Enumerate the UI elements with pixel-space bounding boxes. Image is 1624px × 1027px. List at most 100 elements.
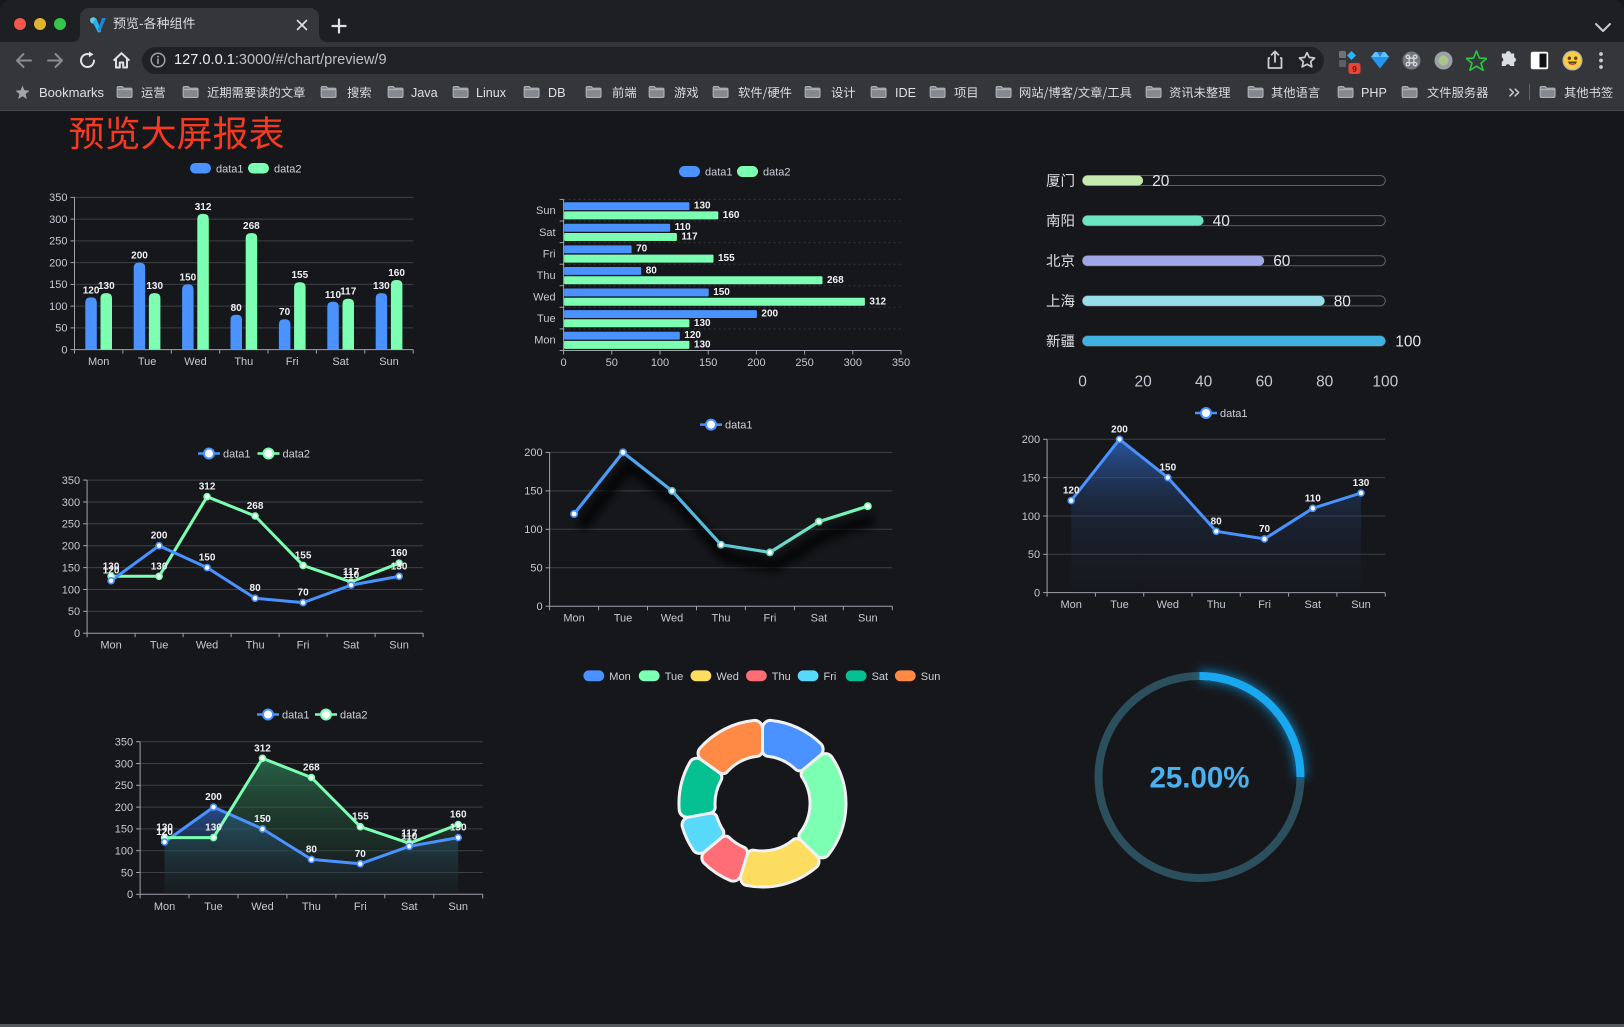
svg-text:100: 100	[62, 584, 80, 596]
svg-text:160: 160	[391, 548, 408, 559]
svg-text:100: 100	[1372, 374, 1398, 391]
svg-text:150: 150	[199, 553, 216, 564]
svg-text:130: 130	[156, 823, 173, 834]
svg-text:80: 80	[1316, 374, 1334, 391]
svg-text:Fri: Fri	[297, 640, 310, 652]
svg-text:200: 200	[1111, 424, 1128, 435]
svg-text:data1: data1	[725, 420, 753, 432]
svg-text:50: 50	[530, 563, 542, 575]
svg-text:Sat: Sat	[539, 227, 556, 239]
svg-text:100: 100	[49, 301, 67, 313]
svg-text:25.00%: 25.00%	[1149, 762, 1249, 795]
svg-text:Tue: Tue	[138, 356, 157, 368]
svg-text:Sat: Sat	[401, 901, 418, 913]
svg-text:200: 200	[131, 251, 148, 262]
svg-text:60: 60	[1256, 374, 1274, 391]
svg-text:Tue: Tue	[614, 613, 633, 625]
svg-text:150: 150	[62, 562, 80, 574]
svg-text:160: 160	[723, 210, 740, 221]
svg-text:Thu: Thu	[772, 671, 791, 683]
svg-text:Tue: Tue	[537, 313, 556, 325]
svg-text:80: 80	[1211, 516, 1223, 527]
svg-text:data1: data1	[1220, 408, 1248, 420]
svg-text:Wed: Wed	[196, 640, 218, 652]
svg-text:150: 150	[1022, 472, 1040, 484]
svg-text:Tue: Tue	[1110, 599, 1129, 611]
svg-text:Fri: Fri	[354, 901, 367, 913]
svg-text:100: 100	[1022, 511, 1040, 523]
svg-text:Sat: Sat	[343, 640, 360, 652]
svg-text:0: 0	[127, 889, 133, 901]
svg-text:120: 120	[684, 330, 701, 341]
svg-text:data2: data2	[283, 449, 311, 461]
svg-text:200: 200	[151, 531, 168, 542]
svg-text:Fri: Fri	[763, 613, 776, 625]
svg-text:250: 250	[795, 357, 813, 369]
svg-text:0: 0	[561, 357, 567, 369]
svg-text:268: 268	[827, 275, 844, 286]
svg-text:120: 120	[83, 285, 100, 296]
svg-text:160: 160	[388, 268, 405, 279]
svg-text:Wed: Wed	[184, 356, 206, 368]
svg-text:70: 70	[279, 307, 291, 318]
svg-text:70: 70	[636, 244, 648, 255]
svg-text:70: 70	[298, 588, 310, 599]
svg-text:117: 117	[343, 567, 360, 578]
svg-text:Mon: Mon	[563, 613, 584, 625]
svg-text:Wed: Wed	[1157, 599, 1179, 611]
svg-text:Mon: Mon	[154, 901, 175, 913]
svg-text:150: 150	[713, 287, 730, 298]
svg-text:120: 120	[1063, 486, 1080, 497]
svg-text:50: 50	[121, 867, 133, 879]
svg-text:Thu: Thu	[1207, 599, 1226, 611]
svg-text:130: 130	[694, 201, 711, 212]
svg-text:130: 130	[1353, 478, 1370, 489]
svg-text:Sat: Sat	[1305, 599, 1322, 611]
svg-text:Thu: Thu	[712, 613, 731, 625]
svg-text:Fri: Fri	[286, 356, 299, 368]
svg-text:0: 0	[74, 628, 80, 640]
svg-text:40: 40	[1213, 213, 1231, 230]
svg-text:130: 130	[450, 823, 467, 834]
svg-text:Sun: Sun	[536, 205, 556, 217]
svg-text:80: 80	[1334, 293, 1352, 310]
svg-text:268: 268	[243, 221, 260, 232]
svg-text:300: 300	[49, 214, 67, 226]
svg-text:350: 350	[62, 475, 80, 487]
svg-text:155: 155	[718, 253, 735, 264]
svg-text:70: 70	[355, 849, 367, 860]
svg-text:300: 300	[62, 497, 80, 509]
svg-text:50: 50	[55, 323, 67, 335]
svg-text:80: 80	[231, 303, 243, 314]
svg-text:0: 0	[536, 601, 542, 613]
svg-text:250: 250	[115, 780, 133, 792]
svg-text:Sat: Sat	[872, 671, 889, 683]
svg-text:350: 350	[892, 357, 910, 369]
svg-text:130: 130	[98, 281, 115, 292]
svg-text:Sun: Sun	[448, 901, 468, 913]
svg-text:160: 160	[450, 810, 467, 821]
svg-text:Fri: Fri	[1258, 599, 1271, 611]
svg-text:Wed: Wed	[716, 671, 738, 683]
svg-text:130: 130	[391, 561, 408, 572]
svg-text:110: 110	[675, 222, 692, 233]
svg-text:110: 110	[325, 290, 342, 301]
svg-text:data1: data1	[223, 449, 251, 461]
svg-text:155: 155	[352, 812, 369, 823]
svg-text:Thu: Thu	[537, 270, 556, 282]
svg-text:Fri: Fri	[824, 671, 837, 683]
svg-text:Sun: Sun	[858, 613, 878, 625]
svg-text:data2: data2	[340, 710, 368, 722]
svg-text:150: 150	[699, 357, 717, 369]
svg-text:Tue: Tue	[204, 901, 223, 913]
svg-text:130: 130	[694, 318, 711, 329]
svg-text:20: 20	[1134, 374, 1152, 391]
svg-text:130: 130	[146, 281, 163, 292]
svg-text:0: 0	[61, 344, 67, 356]
svg-text:Mon: Mon	[100, 640, 121, 652]
svg-text:Wed: Wed	[251, 901, 273, 913]
svg-text:Thu: Thu	[234, 356, 253, 368]
svg-text:200: 200	[62, 541, 80, 553]
svg-text:Sun: Sun	[389, 640, 409, 652]
svg-text:150: 150	[180, 272, 197, 283]
